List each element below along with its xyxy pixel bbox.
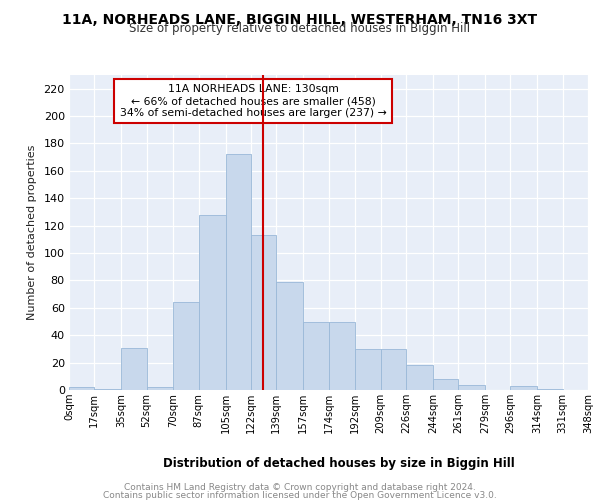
Bar <box>277 282 303 390</box>
Bar <box>355 349 380 390</box>
Bar <box>433 379 458 390</box>
Bar <box>121 348 146 390</box>
Text: 11A NORHEADS LANE: 130sqm
← 66% of detached houses are smaller (458)
34% of semi: 11A NORHEADS LANE: 130sqm ← 66% of detac… <box>120 84 386 117</box>
Bar <box>251 235 277 390</box>
Text: Contains public sector information licensed under the Open Government Licence v3: Contains public sector information licen… <box>103 491 497 500</box>
Bar <box>406 366 433 390</box>
Bar <box>588 388 600 390</box>
Bar <box>173 302 199 390</box>
Bar <box>69 388 94 390</box>
Bar <box>146 388 173 390</box>
Bar <box>380 349 406 390</box>
Bar <box>458 384 485 390</box>
Bar <box>94 388 121 390</box>
Bar <box>329 322 355 390</box>
Bar <box>511 386 537 390</box>
Bar <box>303 322 329 390</box>
Bar <box>199 214 226 390</box>
Text: Distribution of detached houses by size in Biggin Hill: Distribution of detached houses by size … <box>163 458 515 470</box>
Bar <box>537 388 563 390</box>
Y-axis label: Number of detached properties: Number of detached properties <box>26 145 37 320</box>
Text: Size of property relative to detached houses in Biggin Hill: Size of property relative to detached ho… <box>130 22 470 35</box>
Text: 11A, NORHEADS LANE, BIGGIN HILL, WESTERHAM, TN16 3XT: 11A, NORHEADS LANE, BIGGIN HILL, WESTERH… <box>62 12 538 26</box>
Bar <box>226 154 251 390</box>
Text: Contains HM Land Registry data © Crown copyright and database right 2024.: Contains HM Land Registry data © Crown c… <box>124 482 476 492</box>
